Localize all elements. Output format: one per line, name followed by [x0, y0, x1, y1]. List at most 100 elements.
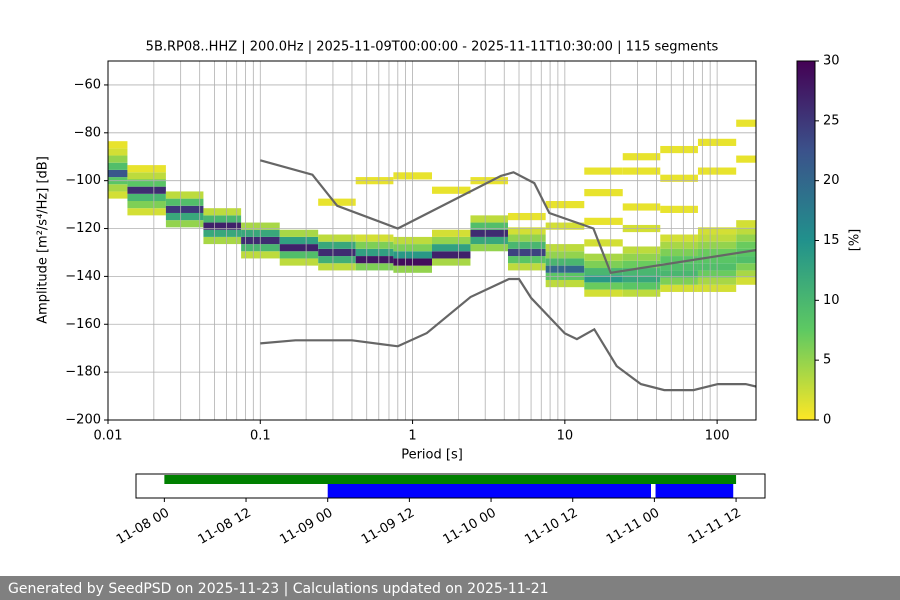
psd-cell: [622, 275, 661, 283]
psd-cell: [622, 253, 661, 261]
psd-cell: [355, 248, 394, 257]
y-tick-label: −180: [65, 365, 101, 380]
psd-cell: [584, 167, 623, 175]
psd-cell: [318, 234, 356, 242]
psd-cell: [660, 241, 698, 249]
colorbar-tick-label: 30: [823, 54, 840, 69]
psd-cell: [203, 236, 242, 245]
psd-cell: [736, 263, 756, 271]
psd-cell: [165, 191, 204, 199]
coverage-bar: [655, 484, 734, 498]
psd-cell: [470, 244, 508, 252]
psd-cell: [432, 244, 471, 252]
psd-cell: [507, 212, 546, 221]
psd-cell: [203, 215, 242, 223]
colorbar-tick-label: 5: [823, 353, 831, 368]
psd-cell: [279, 244, 319, 252]
y-axis-label: Amplitude [m²/s⁴/Hz] [dB]: [36, 156, 51, 324]
psd-cell: [127, 179, 166, 187]
coverage-bar: [327, 484, 651, 498]
psd-cell: [127, 172, 166, 180]
x-tick-label: 0.01: [94, 429, 123, 444]
psd-cell: [507, 263, 546, 271]
noise-model-line: [260, 277, 756, 392]
psd-cell: [165, 198, 204, 206]
psd-cell: [279, 236, 319, 245]
psd-cell: [127, 208, 166, 216]
psd-cell: [432, 186, 471, 194]
coverage-bar: [164, 475, 737, 484]
psd-cell: [622, 260, 661, 269]
psd-cell: [660, 248, 698, 257]
x-tick-label: 1: [408, 429, 416, 444]
psd-cell: [318, 198, 356, 206]
psd-cell: [736, 270, 756, 278]
colorbar: [796, 60, 816, 421]
timeline-frame: [135, 473, 766, 499]
psd-cell: [432, 258, 471, 266]
psd-cell: [736, 241, 756, 249]
y-tick-label: −200: [65, 413, 101, 428]
psd-cell: [660, 270, 698, 278]
psd-cell: [432, 229, 471, 237]
x-axis-label: Period [s]: [401, 448, 463, 463]
psd-cell: [660, 145, 698, 154]
psd-cell: [355, 256, 394, 264]
psd-cell: [660, 174, 698, 182]
y-tick-label: −80: [74, 125, 101, 140]
psd-cell: [584, 217, 623, 225]
psd-cell: [507, 234, 546, 242]
psd-cell: [165, 212, 204, 221]
psd-cell: [660, 277, 698, 285]
psd-cell: [736, 256, 756, 264]
psd-cell: [507, 256, 546, 264]
psd-cell: [127, 165, 166, 173]
psd-cell: [584, 189, 623, 197]
psd-cell: [165, 220, 204, 228]
psd-cell: [507, 227, 546, 235]
psd-cell: [622, 167, 661, 175]
psd-cell: [584, 239, 623, 247]
psd-cell: [108, 148, 128, 156]
psd-cell: [108, 184, 128, 192]
colorbar-tick-label: 25: [823, 113, 840, 128]
colorbar-label: [%]: [848, 229, 863, 252]
y-tick-label: −60: [74, 77, 101, 92]
psd-cell: [622, 282, 661, 290]
chart-title: 5B.RP08..HHZ | 200.0Hz | 2025-11-09T00:0…: [146, 40, 719, 55]
y-tick-label: −160: [65, 317, 101, 332]
psd-cell: [279, 229, 319, 237]
y-tick-label: −120: [65, 221, 101, 236]
psd-cell: [203, 208, 242, 216]
psd-cell: [127, 193, 166, 202]
psd-cell: [736, 227, 756, 235]
footer-bar: [0, 576, 900, 600]
psd-cell: [584, 268, 623, 276]
psd-cell: [279, 251, 319, 259]
psd-cell: [203, 229, 242, 237]
psd-cell: [736, 277, 756, 285]
psd-cell: [622, 246, 661, 254]
psd-cell: [318, 263, 356, 271]
colorbar-tick-label: 10: [823, 293, 840, 308]
psd-cell: [584, 260, 623, 269]
psd-cell: [736, 234, 756, 242]
psd-cell: [127, 201, 166, 209]
psd-cell: [355, 263, 394, 271]
x-tick-label: 0.1: [250, 429, 271, 444]
colorbar-tick-label: 15: [823, 233, 840, 248]
psd-cell: [736, 155, 756, 163]
psd-cell: [660, 256, 698, 264]
psd-cell: [660, 284, 698, 292]
psd-cell: [318, 241, 356, 249]
psd-cell: [584, 275, 623, 283]
psd-cell: [108, 169, 128, 178]
y-tick-label: −100: [65, 173, 101, 188]
footer-text: Generated by SeedPSD on 2025-11-23 | Cal…: [8, 581, 549, 597]
psd-cell: [318, 256, 356, 264]
psd-cell: [470, 215, 508, 223]
plot-frame: [107, 60, 757, 421]
psd-cell: [432, 236, 471, 245]
